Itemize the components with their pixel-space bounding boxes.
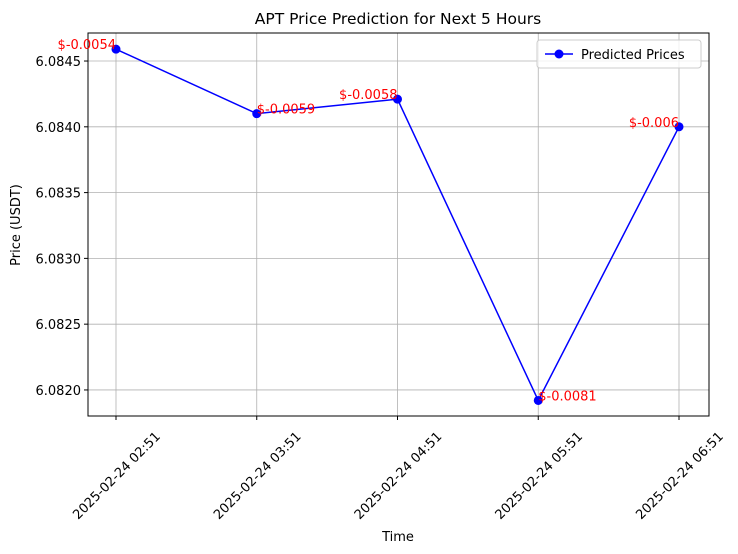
annotation: $-0.0054 (58, 38, 116, 53)
y-tick-label: 6.0825 (36, 318, 82, 333)
point (252, 109, 262, 119)
y-tick-label: 6.0820 (36, 384, 82, 399)
x-tick-label: 2025-02-24 05:51 (493, 429, 586, 522)
x-tick-label: 2025-02-24 02:51 (70, 429, 163, 522)
y-tick-label: 6.0840 (36, 121, 82, 136)
annotation: $-0.0059 (257, 103, 315, 118)
point (111, 44, 121, 54)
annotation: $-0.0081 (538, 389, 596, 404)
x-tick-label: 2025-02-24 03:51 (211, 429, 304, 522)
y-tick-label: 6.0845 (36, 55, 82, 70)
point (674, 122, 684, 132)
y-tick-label: 6.0830 (36, 252, 82, 267)
annotation: $-0.006 (629, 116, 679, 131)
chart-title: APT Price Prediction for Next 5 Hours (255, 10, 542, 28)
x-tick-label: 2025-02-24 06:51 (633, 429, 726, 522)
plot-frame (87, 32, 710, 417)
legend-marker (554, 49, 564, 59)
legend-label: Predicted Prices (581, 48, 685, 63)
point (393, 94, 402, 104)
x-axis-label: Time (381, 530, 414, 545)
point (533, 395, 543, 405)
y-tick-label: 6.0835 (36, 187, 82, 202)
legend-box (536, 39, 702, 69)
annotation: $-0.0058 (339, 88, 397, 103)
y-axis-label: Price (USDT) (9, 184, 24, 266)
x-tick-label: 2025-02-24 04:51 (352, 429, 445, 522)
